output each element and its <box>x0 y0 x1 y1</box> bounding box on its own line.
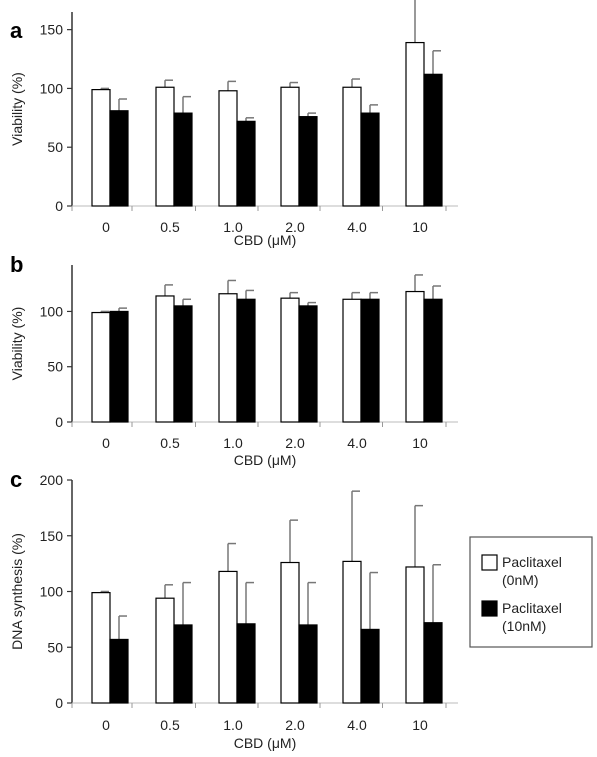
y-tick-label: 150 <box>40 528 64 544</box>
legend-label-sub: (10nM) <box>502 618 546 634</box>
panel-letter: a <box>10 18 23 43</box>
x-axis-title: CBD (μM) <box>234 232 297 248</box>
bar-paclitaxel-0nm <box>218 90 238 207</box>
bar-paclitaxel-0nm <box>91 592 111 704</box>
y-tick-label: 0 <box>55 198 63 214</box>
y-tick-label: 50 <box>47 639 63 655</box>
chart-panel-b: b 0 50 100 0 0.5 1.0 2.0 4.0 10 CBD (μM) Viability … <box>9 252 458 468</box>
y-tick-label: 0 <box>55 695 63 711</box>
legend: Paclitaxel (0nM) Paclitaxel (10nM) <box>469 536 593 648</box>
y-axis-title: Viability (%) <box>9 307 25 381</box>
bar-paclitaxel-10nm <box>109 638 129 704</box>
x-tick-label: 2.0 <box>285 219 305 235</box>
bar-paclitaxel-0nm <box>218 293 238 423</box>
bar-paclitaxel-0nm <box>405 290 425 423</box>
x-tick-label: 4.0 <box>347 717 367 733</box>
legend-label-sub: (0nM) <box>502 572 539 588</box>
bar-paclitaxel-0nm <box>91 311 111 423</box>
x-tick-label: 10 <box>412 717 428 733</box>
x-tick-label: 1.0 <box>223 717 243 733</box>
legend-swatch <box>481 554 498 571</box>
x-tick-label: 2.0 <box>285 717 305 733</box>
bar-paclitaxel-10nm <box>109 110 129 207</box>
y-axis-title: Viability (%) <box>9 72 25 146</box>
panel-letter: b <box>10 252 23 277</box>
bar-paclitaxel-10nm <box>173 305 193 423</box>
x-axis-title: CBD (μM) <box>234 735 297 751</box>
y-tick-label: 50 <box>47 359 63 375</box>
bar-paclitaxel-0nm <box>155 597 175 704</box>
x-tick-label: 0 <box>102 435 110 451</box>
x-tick-label: 2.0 <box>285 435 305 451</box>
bar-paclitaxel-10nm <box>423 73 443 207</box>
bar-paclitaxel-10nm <box>236 120 256 207</box>
bar-paclitaxel-0nm <box>280 297 300 423</box>
bar-paclitaxel-10nm <box>236 298 256 423</box>
bar-paclitaxel-10nm <box>360 298 380 423</box>
bar-paclitaxel-10nm <box>360 112 380 207</box>
bar-paclitaxel-0nm <box>405 41 425 207</box>
x-tick-label: 0.5 <box>160 717 180 733</box>
bar-paclitaxel-0nm <box>342 298 362 423</box>
panel-letter: c <box>10 467 22 492</box>
bar-paclitaxel-0nm <box>155 295 175 423</box>
y-tick-label: 100 <box>40 80 64 96</box>
x-tick-label: 10 <box>412 435 428 451</box>
x-axis-title: CBD (μM) <box>234 452 297 468</box>
x-tick-label: 4.0 <box>347 435 367 451</box>
y-axis-title: DNA synthesis (%) <box>9 533 25 650</box>
y-tick-label: 100 <box>40 303 64 319</box>
x-tick-label: 0 <box>102 717 110 733</box>
y-tick-label: 100 <box>40 584 64 600</box>
bar-paclitaxel-10nm <box>423 298 443 423</box>
chart-panel-a: a 0 50 100 150 0 0.5 1.0 2.0 4.0 10 CBD (μM) Viabili… <box>9 0 458 248</box>
bar-paclitaxel-0nm <box>280 561 300 704</box>
chart-panel-c: c 0 50 100 150 200 0 0.5 1.0 2.0 4.0 10 CBD (μM) DNA … <box>9 467 458 751</box>
bar-paclitaxel-10nm <box>360 628 380 704</box>
bar-paclitaxel-10nm <box>173 624 193 704</box>
x-tick-label: 4.0 <box>347 219 367 235</box>
x-tick-label: 1.0 <box>223 435 243 451</box>
y-tick-label: 200 <box>40 472 64 488</box>
bar-paclitaxel-0nm <box>405 566 425 704</box>
bar-paclitaxel-10nm <box>423 622 443 704</box>
x-tick-label: 0.5 <box>160 435 180 451</box>
bar-paclitaxel-10nm <box>298 116 318 207</box>
bar-paclitaxel-0nm <box>342 560 362 704</box>
bar-paclitaxel-10nm <box>298 624 318 704</box>
bar-paclitaxel-0nm <box>218 570 238 704</box>
x-tick-label: 0.5 <box>160 219 180 235</box>
bar-paclitaxel-0nm <box>342 86 362 207</box>
legend-label: Paclitaxel <box>502 554 562 570</box>
bar-paclitaxel-10nm <box>236 623 256 704</box>
x-tick-label: 10 <box>412 219 428 235</box>
bar-paclitaxel-10nm <box>109 310 129 423</box>
y-tick-label: 0 <box>55 414 63 430</box>
bar-paclitaxel-0nm <box>91 88 111 207</box>
legend-label: Paclitaxel <box>502 600 562 616</box>
legend-swatch <box>481 600 498 617</box>
bar-paclitaxel-0nm <box>280 86 300 207</box>
x-tick-label: 1.0 <box>223 219 243 235</box>
y-tick-label: 50 <box>47 139 63 155</box>
bar-paclitaxel-10nm <box>298 305 318 423</box>
y-tick-label: 150 <box>40 22 64 38</box>
bar-paclitaxel-0nm <box>155 86 175 207</box>
bar-paclitaxel-10nm <box>173 112 193 207</box>
x-tick-label: 0 <box>102 219 110 235</box>
